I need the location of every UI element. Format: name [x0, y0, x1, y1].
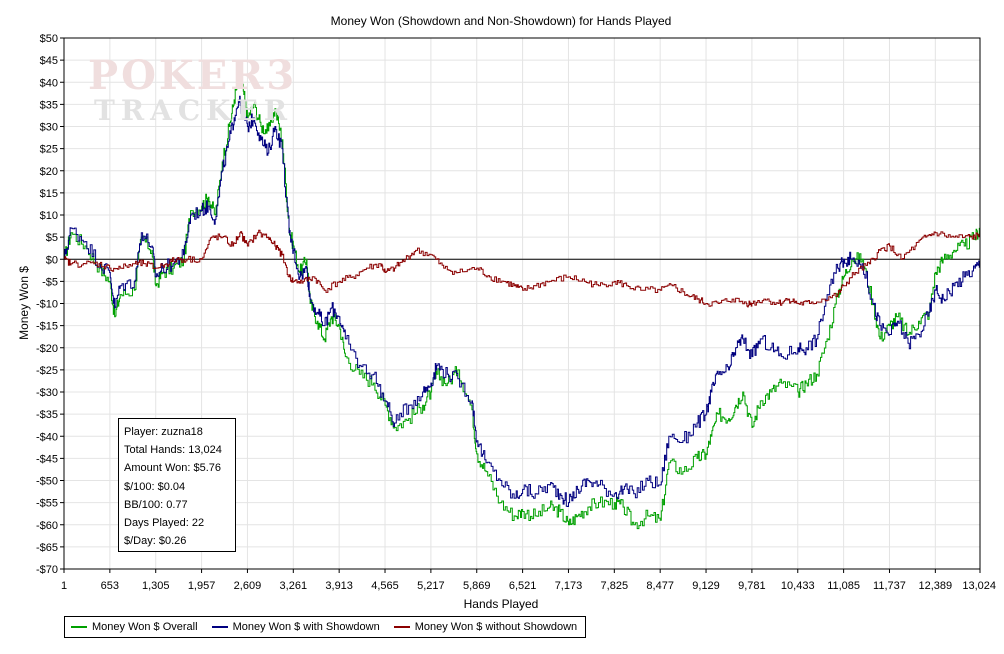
legend-swatch-overall	[71, 626, 87, 628]
x-tick-label: 9,129	[692, 580, 720, 592]
x-axis-label: Hands Played	[464, 597, 539, 611]
y-tick-label: -$60	[36, 520, 58, 532]
legend-label-showdown: Money Won $ with Showdown	[232, 621, 380, 633]
x-tick-label: 11,737	[873, 580, 906, 592]
y-tick-label: $15	[40, 188, 58, 200]
y-tick-label: -$25	[36, 365, 58, 377]
stat-dollars-per-day: $/Day: $0.26	[124, 535, 187, 548]
y-tick-label: -$40	[36, 431, 58, 443]
stat-amount-won: Amount Won: $5.76	[124, 462, 222, 475]
x-axis-ticks: 1 653 1,305 1,957 2,609 3,261 3,913 4,565 5,217 5…	[61, 569, 996, 592]
x-tick-label: 13,024	[962, 580, 996, 592]
legend-item-overall: Money Won $ Overall	[71, 621, 198, 633]
x-tick-label: 1,305	[142, 580, 170, 592]
y-tick-label: $45	[40, 55, 58, 67]
series-non-showdown-line	[64, 229, 981, 308]
y-tick-label: $20	[40, 166, 58, 178]
y-tick-label: -$35	[36, 409, 58, 421]
legend: Money Won $ Overall Money Won $ with Sho…	[64, 616, 587, 638]
legend-swatch-showdown	[211, 626, 228, 628]
legend-swatch-non-showdown	[393, 626, 410, 628]
x-tick-label: 4,565	[371, 580, 399, 592]
y-tick-label: $30	[40, 122, 58, 134]
y-axis-ticks: -$70 -$65 -$60 -$55 -$50 -$45 -$40 -$35 -$30 -$25…	[36, 33, 64, 576]
y-tick-label: -$55	[36, 498, 58, 510]
legend-label-non-showdown: Money Won $ without Showdown	[414, 621, 578, 633]
x-tick-label: 10,433	[781, 580, 815, 592]
y-tick-label: -$10	[36, 299, 58, 311]
x-tick-label: 3,913	[325, 580, 353, 592]
x-tick-label: 9,781	[738, 580, 766, 592]
stat-player: Player: zuzna18	[124, 426, 203, 438]
y-tick-label: $10	[40, 210, 58, 222]
x-tick-label: 5,217	[417, 580, 445, 592]
chart-title: Money Won (Showdown and Non-Showdown) fo…	[331, 14, 672, 28]
y-tick-label: $25	[40, 144, 58, 156]
stat-bb-per-100: BB/100: 0.77	[124, 498, 188, 511]
player-stats-box: Player: zuzna18 Total Hands: 13,024 Amou…	[118, 418, 236, 552]
stat-days-played: Days Played: 22	[124, 517, 205, 530]
series-overall-line	[64, 73, 981, 530]
x-tick-label: 7,173	[555, 580, 583, 592]
legend-item-non-showdown: Money Won $ without Showdown	[393, 621, 578, 633]
x-tick-label: 653	[101, 580, 119, 592]
y-tick-label: -$20	[36, 343, 58, 355]
y-tick-label: $40	[40, 77, 58, 89]
x-tick-label: 12,389	[919, 580, 953, 592]
series-showdown-line	[64, 95, 981, 507]
y-tick-label: -$15	[36, 321, 58, 333]
y-tick-label: -$65	[36, 542, 58, 554]
x-tick-label: 11,085	[827, 580, 860, 592]
legend-item-showdown: Money Won $ with Showdown	[211, 621, 380, 633]
y-tick-label: -$70	[36, 564, 58, 576]
y-tick-label: -$50	[36, 476, 58, 488]
y-tick-label: -$5	[42, 276, 58, 288]
series-lines	[64, 73, 981, 530]
stat-dollars-per-100: $/100: $0.04	[124, 480, 186, 493]
x-tick-label: 8,477	[646, 580, 674, 592]
y-tick-label: $0	[46, 254, 58, 266]
x-tick-label: 7,825	[601, 580, 629, 592]
y-tick-label: $35	[40, 99, 58, 111]
legend-label-overall: Money Won $ Overall	[92, 621, 198, 633]
stat-total-hands: Total Hands: 13,024	[124, 444, 222, 457]
x-tick-label: 6,521	[509, 580, 537, 592]
x-tick-label: 1,957	[188, 580, 216, 592]
x-tick-label: 1	[61, 580, 67, 592]
y-tick-label: -$30	[36, 387, 58, 399]
x-tick-label: 2,609	[234, 580, 262, 592]
x-tick-label: 3,261	[280, 580, 308, 592]
y-tick-label: -$45	[36, 453, 58, 465]
x-tick-label: 5,869	[463, 580, 491, 592]
y-axis-label: Money Won $	[17, 266, 31, 340]
y-tick-label: $50	[40, 33, 58, 45]
y-tick-label: $5	[46, 232, 58, 244]
